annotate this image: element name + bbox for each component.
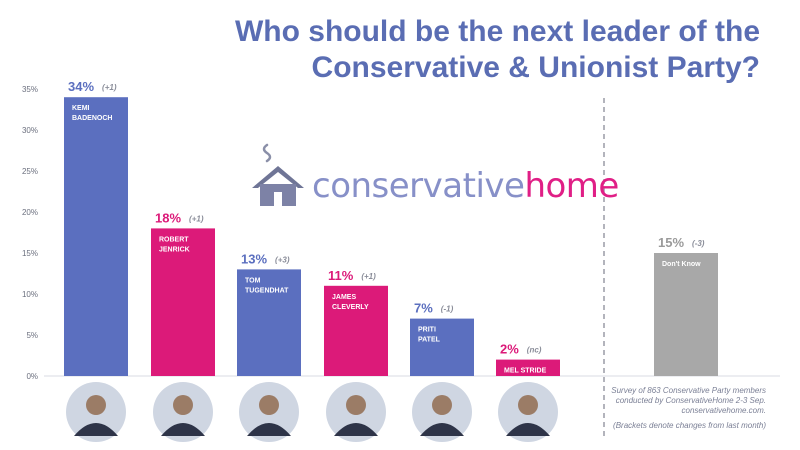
bar	[237, 269, 301, 376]
portrait-suit-icon	[247, 423, 291, 436]
portrait-head-icon	[346, 395, 366, 415]
y-tick-label: 15%	[22, 249, 38, 258]
bar-change-label: (+1)	[361, 272, 376, 281]
bar-name-label: CLEVERLY	[332, 304, 369, 311]
bar-change-label: (+1)	[102, 83, 117, 92]
bar-percentage-label: 34%	[68, 79, 94, 94]
bar-name-label: BADENOCH	[72, 115, 112, 122]
bar-percentage-label: 7%	[414, 301, 433, 316]
bar	[654, 253, 718, 376]
bar-name-label: JAMES	[332, 294, 356, 301]
bar-percentage-label: 2%	[500, 342, 519, 357]
survey-note: Survey of 863 Conservative Party members…	[600, 386, 766, 416]
portrait-head-icon	[432, 395, 452, 415]
bar-change-label: (-1)	[441, 305, 454, 314]
conservativehome-logo: conservativehome	[250, 140, 619, 210]
bar-change-label: (-3)	[692, 239, 705, 248]
bar-name-label: Don't Know	[662, 261, 701, 268]
y-tick-label: 10%	[22, 290, 38, 299]
bar-name-label: PATEL	[418, 337, 441, 344]
bar-change-label: (+1)	[189, 214, 204, 223]
house-logo-icon	[252, 143, 304, 206]
title-line-2: Conservative & Unionist Party?	[311, 51, 760, 84]
bar	[151, 228, 215, 376]
logo-word-conservative: conservative	[312, 166, 525, 206]
bar-name-label: TUGENDHAT	[245, 287, 289, 294]
y-tick-label: 5%	[26, 331, 38, 340]
title-line-1: Who should be the next leader of the	[234, 15, 760, 48]
survey-note-line-2: conducted by ConservativeHome 2-3 Sep.	[615, 396, 766, 405]
bar-name-label: TOM	[245, 277, 261, 284]
portrait-head-icon	[86, 395, 106, 415]
portrait-suit-icon	[506, 423, 550, 436]
portrait-head-icon	[173, 395, 193, 415]
logo-word-home: home	[524, 166, 619, 206]
bar-name-label: JENRICK	[159, 246, 190, 253]
portrait-suit-icon	[420, 423, 464, 436]
y-tick-label: 20%	[22, 208, 38, 217]
y-tick-label: 0%	[26, 372, 38, 381]
survey-note-line-3: conservativehome.com.	[681, 406, 766, 415]
logo-wordmark: conservativehome	[312, 166, 619, 206]
bar-name-label: MEL STRIDE	[504, 368, 547, 375]
bar	[64, 97, 128, 376]
bar-percentage-label: 11%	[328, 268, 354, 283]
y-tick-label: 30%	[22, 126, 38, 135]
bar-name-label: KEMI	[72, 105, 90, 112]
portrait-head-icon	[518, 395, 538, 415]
bar	[496, 359, 560, 376]
bar-percentage-label: 18%	[155, 210, 181, 225]
bar	[324, 285, 388, 376]
bar-name-label: PRITI	[418, 327, 436, 334]
survey-note-line-1: Survey of 863 Conservative Party members	[611, 386, 766, 395]
chart-title: Who should be the next leader of the Con…	[200, 14, 760, 86]
brackets-note: (Brackets denote changes from last month…	[613, 421, 766, 430]
portrait-head-icon	[259, 395, 279, 415]
bar-percentage-label: 15%	[658, 235, 684, 250]
portrait-suit-icon	[74, 423, 118, 436]
portrait-suit-icon	[334, 423, 378, 436]
y-tick-label: 25%	[22, 167, 38, 176]
portrait-suit-icon	[161, 423, 205, 436]
bar	[410, 318, 474, 376]
bar-change-label: (nc)	[527, 346, 542, 355]
bar-percentage-label: 13%	[241, 251, 267, 266]
bar-name-label: ROBERT	[159, 236, 189, 243]
y-tick-label: 35%	[22, 85, 38, 94]
bar-change-label: (+3)	[275, 255, 290, 264]
